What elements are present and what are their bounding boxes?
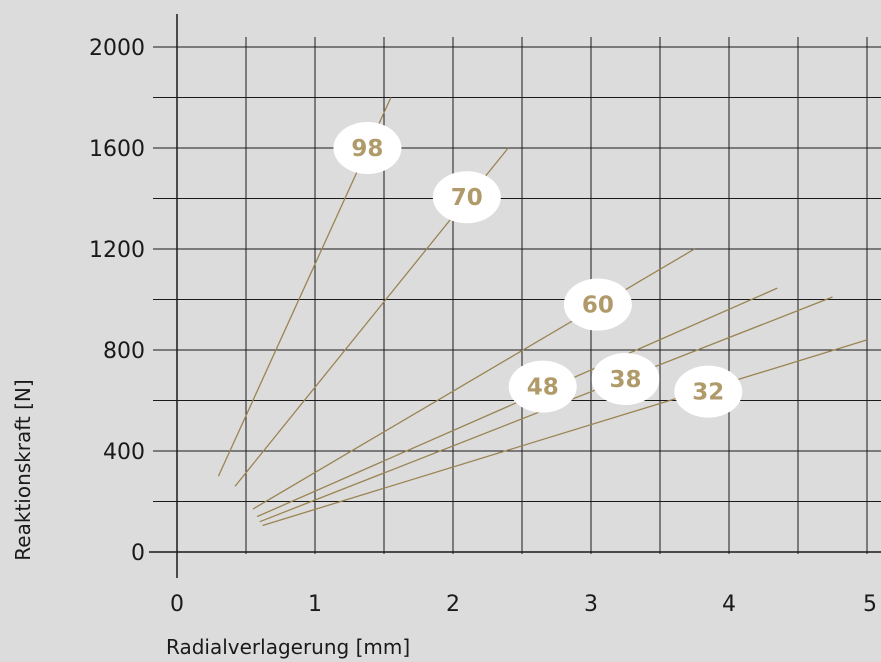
series-label-32: 32 <box>692 380 724 406</box>
x-tick-label: 1 <box>308 592 322 617</box>
grid-lines <box>153 37 881 554</box>
series-label-38: 38 <box>609 367 641 393</box>
y-tick-label: 800 <box>103 339 145 364</box>
x-tick-label: 2 <box>446 592 460 617</box>
x-tick-label: 0 <box>170 592 184 617</box>
series-label-halo <box>508 360 577 413</box>
series-label-halo <box>674 365 743 418</box>
tick-labels: 0 400 800 1200 1600 2000 0 1 2 3 4 5 <box>89 36 877 617</box>
series-label-98: 98 <box>351 136 383 162</box>
series-label-halo <box>432 171 501 224</box>
series-label-halo <box>591 353 660 406</box>
series-lines <box>217 97 868 527</box>
x-tick-label: 5 <box>863 592 877 617</box>
y-tick-label: 1200 <box>89 238 145 263</box>
series-label-48: 48 <box>527 375 559 401</box>
x-axis-title: Radialverlagerung [mm] <box>166 635 410 659</box>
series-label-60: 60 <box>582 293 614 319</box>
series-label-halo <box>563 278 632 331</box>
y-tick-label: 400 <box>103 440 145 465</box>
axes <box>149 14 881 578</box>
series-line-32 <box>262 339 868 527</box>
y-tick-label: 1600 <box>89 137 145 162</box>
series-label-70: 70 <box>451 185 483 211</box>
x-tick-label: 4 <box>722 592 736 617</box>
y-tick-label: 2000 <box>89 36 145 61</box>
y-tick-label: 0 <box>131 541 145 566</box>
series-labels: 98 70 60 48 38 32 <box>333 122 743 418</box>
x-tick-label: 3 <box>584 592 598 617</box>
y-axis-title: Reaktionskraft [N] <box>11 379 35 560</box>
series-label-halo <box>333 122 402 174</box>
